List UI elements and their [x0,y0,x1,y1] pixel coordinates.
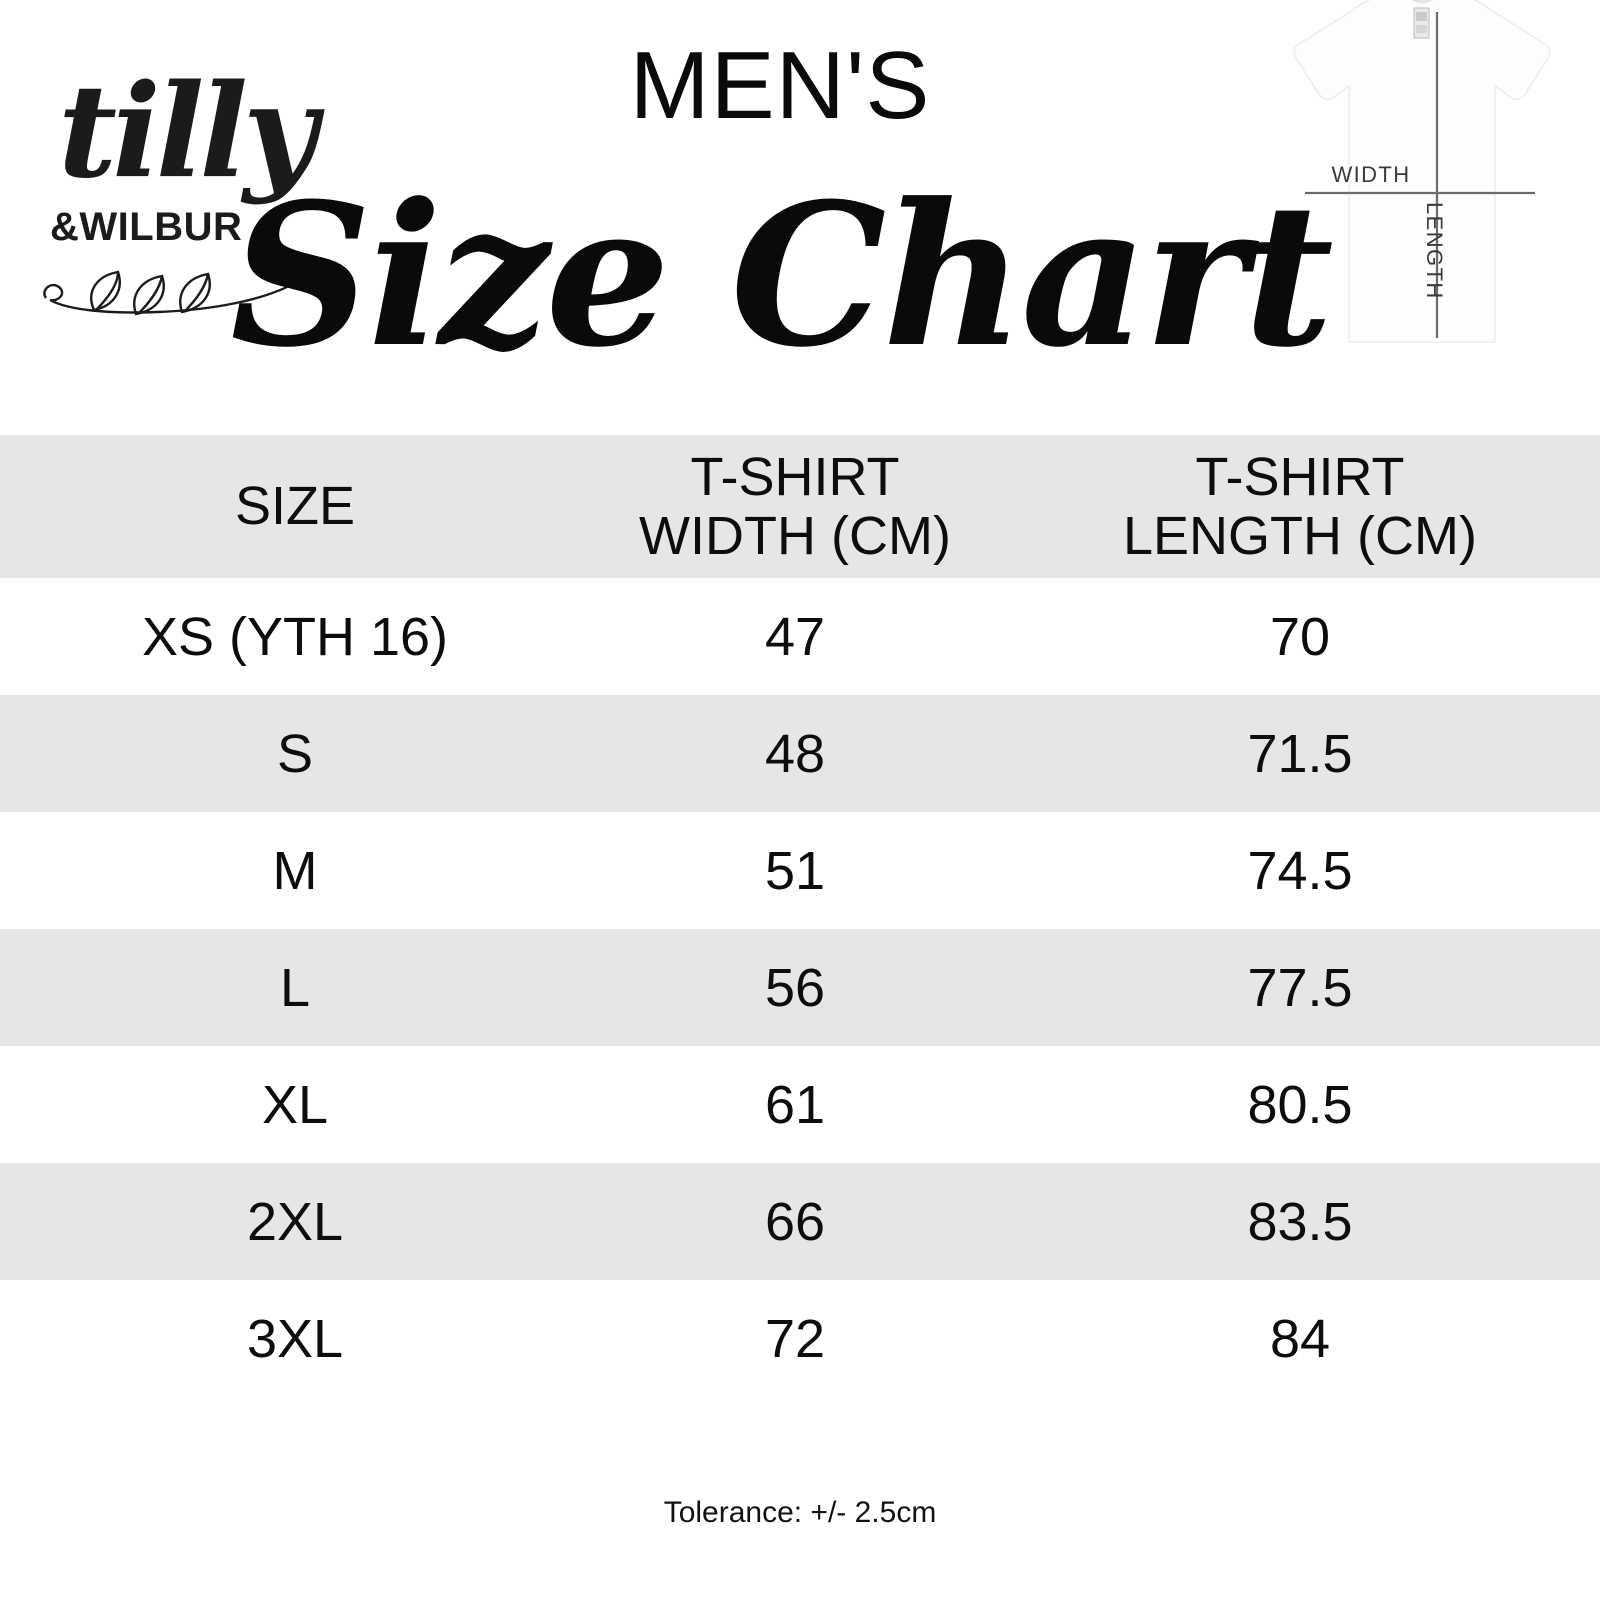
cell-length: 83.5 [1000,1163,1600,1280]
brand-logo: tilly &WILBUR [28,57,318,320]
leafy-branch-icon [38,240,308,335]
column-header-size: SIZE [0,435,590,578]
column-header-length-line1: T-SHIRT [1195,447,1405,508]
cell-length: 71.5 [1000,695,1600,812]
column-header-size-line1: SIZE [234,476,356,537]
table-row: M 51 74.5 [0,812,1600,929]
cell-width: 56 [590,929,1000,1046]
cell-size: XL [0,1046,590,1163]
page-title: Size Chart [230,161,1334,391]
table-row: 2XL 66 83.5 [0,1163,1600,1280]
cell-length: 70 [1000,578,1600,695]
cell-width: 66 [590,1163,1000,1280]
cell-size: 3XL [0,1280,590,1397]
table-row: XL 61 80.5 [0,1046,1600,1163]
cell-width: 61 [590,1046,1000,1163]
table-row: L 56 77.5 [0,929,1600,1046]
header-area: tilly &WILBUR MEN'S Size Chart [0,0,1600,435]
width-label: WIDTH [1331,162,1410,187]
column-header-width-line1: T-SHIRT [690,447,900,508]
tolerance-note: Tolerance: +/- 2.5cm [663,1496,937,1529]
tshirt-measurement-diagram: WIDTH LENGTH [1245,0,1600,354]
cell-width: 47 [590,578,1000,695]
category-title: MEN'S [629,32,931,139]
brand-name-sub: &WILBUR [50,205,243,249]
column-header-width: T-SHIRT WIDTH (CM) [590,435,1000,578]
neck-label-icon [1413,7,1430,39]
table-header-row: SIZE T-SHIRT WIDTH (CM) T-SHIRT LENGTH (… [0,435,1600,578]
tshirt-icon [1293,0,1551,343]
brand-name-script: tilly [58,57,317,207]
table-row: 3XL 72 84 [0,1280,1600,1397]
column-header-width-line2: WIDTH (CM) [639,505,951,566]
column-header-length: T-SHIRT LENGTH (CM) [1000,435,1600,578]
cell-size: 2XL [0,1163,590,1280]
cell-size: L [0,929,590,1046]
cell-length: 80.5 [1000,1046,1600,1163]
cell-width: 72 [590,1280,1000,1397]
length-label: LENGTH [1422,202,1447,300]
cell-length: 77.5 [1000,929,1600,1046]
cell-width: 48 [590,695,1000,812]
table-row: S 48 71.5 [0,695,1600,812]
cell-length: 84 [1000,1280,1600,1397]
cell-size: S [0,695,590,812]
cell-size: XS (YTH 16) [0,578,590,695]
column-header-length-line2: LENGTH (CM) [1123,505,1477,566]
cell-width: 51 [590,812,1000,929]
size-chart-table: SIZE T-SHIRT WIDTH (CM) T-SHIRT LENGTH (… [0,435,1600,1397]
cell-length: 74.5 [1000,812,1600,929]
cell-size: M [0,812,590,929]
table-row: XS (YTH 16) 47 70 [0,578,1600,695]
